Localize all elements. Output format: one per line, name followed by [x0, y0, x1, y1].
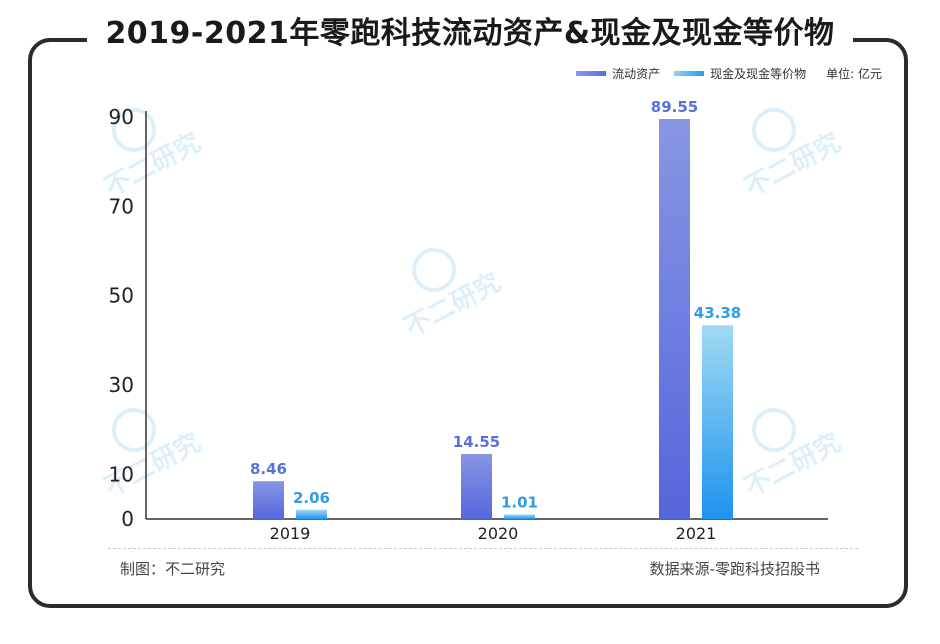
x-tick-label: 2019	[270, 524, 311, 543]
bars	[253, 119, 733, 519]
y-tick-label: 0	[121, 507, 134, 531]
data-label: 1.01	[501, 493, 538, 511]
watermark-logo-icon	[112, 107, 157, 152]
legend-item-current-assets: 流动资产	[576, 65, 660, 82]
bar-cash-2021	[702, 325, 733, 519]
watermark-logo-icon	[752, 107, 797, 152]
watermark-1: 不二研究	[399, 247, 506, 343]
y-tick-label: 90	[109, 105, 134, 129]
bar-cash-2019	[296, 509, 327, 519]
watermark-logo-icon	[752, 407, 797, 452]
watermark-4: 不二研究	[739, 407, 846, 503]
title-wrap: 2019-2021年零跑科技流动资产&现金及现金等价物	[0, 8, 940, 60]
legend: 流动资产 现金及现金等价物 单位: 亿元	[576, 64, 882, 82]
bar-cash-2020	[504, 514, 535, 519]
data-labels: 8.46 2.06 14.55 1.01 89.55 43.38	[250, 98, 741, 511]
watermark-3: 不二研究	[99, 407, 206, 503]
data-label: 89.55	[651, 98, 698, 116]
y-tick-label: 50	[109, 284, 134, 308]
legend-item-cash: 现金及现金等价物	[674, 65, 806, 82]
footer-credit: 制图：不二研究	[120, 560, 226, 578]
data-label: 2.06	[293, 489, 330, 507]
y-tick-label: 10	[109, 462, 134, 486]
y-tick-label: 70	[109, 194, 134, 218]
legend-swatch-cash	[674, 70, 705, 76]
data-label: 8.46	[250, 460, 287, 478]
watermark-logo-icon	[112, 407, 157, 452]
unit-label: 单位: 亿元	[826, 66, 882, 81]
legend-swatch-current-assets	[576, 70, 607, 76]
footer-divider	[108, 548, 858, 549]
x-tick-label: 2020	[478, 524, 519, 543]
bar-current-assets-2019	[253, 481, 284, 519]
legend-label-cash: 现金及现金等价物	[710, 66, 807, 81]
watermark-2: 不二研究	[739, 107, 846, 203]
data-label: 43.38	[694, 304, 741, 322]
y-tick-label: 30	[109, 373, 134, 397]
footer-source: 数据来源-零跑科技招股书	[649, 560, 820, 578]
bar-current-assets-2020	[461, 454, 492, 519]
legend-label-current-assets: 流动资产	[612, 66, 661, 81]
watermark-logo-icon	[412, 247, 457, 292]
watermark-0: 不二研究	[99, 107, 206, 203]
chart-title: 2019-2021年零跑科技流动资产&现金及现金等价物	[87, 8, 853, 60]
x-tick-label: 2021	[676, 524, 717, 543]
bar-current-assets-2021	[659, 119, 690, 519]
data-label: 14.55	[453, 433, 500, 451]
